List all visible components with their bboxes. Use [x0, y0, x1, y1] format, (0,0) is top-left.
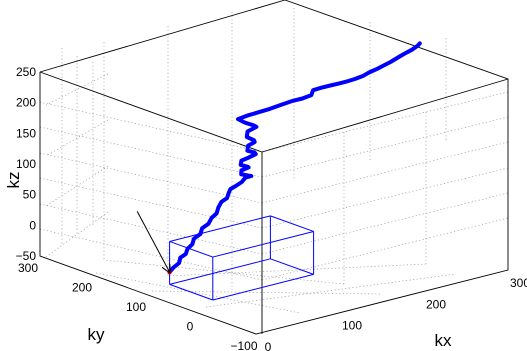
region-box-edge [169, 240, 213, 258]
z-tick-labels: −50 0 50 100 150 200 250 [16, 65, 37, 263]
y-tick-label: −100 [230, 339, 257, 351]
z-tick-label: 250 [16, 65, 36, 79]
y-tick-label: 100 [126, 300, 146, 314]
x-tick-label: 0 [265, 340, 272, 351]
y-tick-labels: −100 0 100 200 300 [18, 261, 258, 351]
z-tick-label: 200 [16, 96, 36, 110]
back-wall-grid-left [39, 12, 263, 290]
z-tick-label: 100 [16, 157, 36, 171]
floor-grid [95, 259, 457, 314]
trajectory-line [167, 41, 422, 275]
x-axis-label: kx [435, 331, 453, 350]
trajectory-layer [167, 41, 422, 275]
y-tick-label: 300 [18, 261, 38, 275]
y-tick-label: 0 [187, 320, 194, 334]
annotation-arrow-layer [136, 211, 169, 272]
y-tick-label: 200 [72, 281, 92, 295]
x-tick-label: 100 [342, 319, 362, 333]
region-box-edge [270, 258, 314, 275]
region-box-edge [270, 215, 314, 232]
region-box [169, 215, 315, 301]
region-box-edge [169, 258, 271, 285]
region-box-edge [169, 283, 213, 301]
x-tick-label: 300 [510, 276, 527, 290]
back-wall-grid-right [261, 8, 509, 284]
x-tick-label: 200 [426, 297, 446, 311]
x-tick-labels: 0 100 200 300 [265, 276, 527, 351]
z-tick-label: −50 [16, 249, 37, 263]
region-box-edge [212, 273, 314, 301]
region-box-edge [169, 215, 271, 242]
z-axis-label: kz [4, 172, 23, 189]
axes-frame [39, 0, 509, 335]
z-tick-label: 50 [23, 188, 37, 202]
y-axis-label: ky [88, 325, 106, 344]
region-box-edge [212, 230, 314, 258]
annotation-arrow [136, 211, 169, 272]
z-tick-label: 0 [29, 218, 36, 232]
z-tick-label: 150 [16, 126, 36, 140]
